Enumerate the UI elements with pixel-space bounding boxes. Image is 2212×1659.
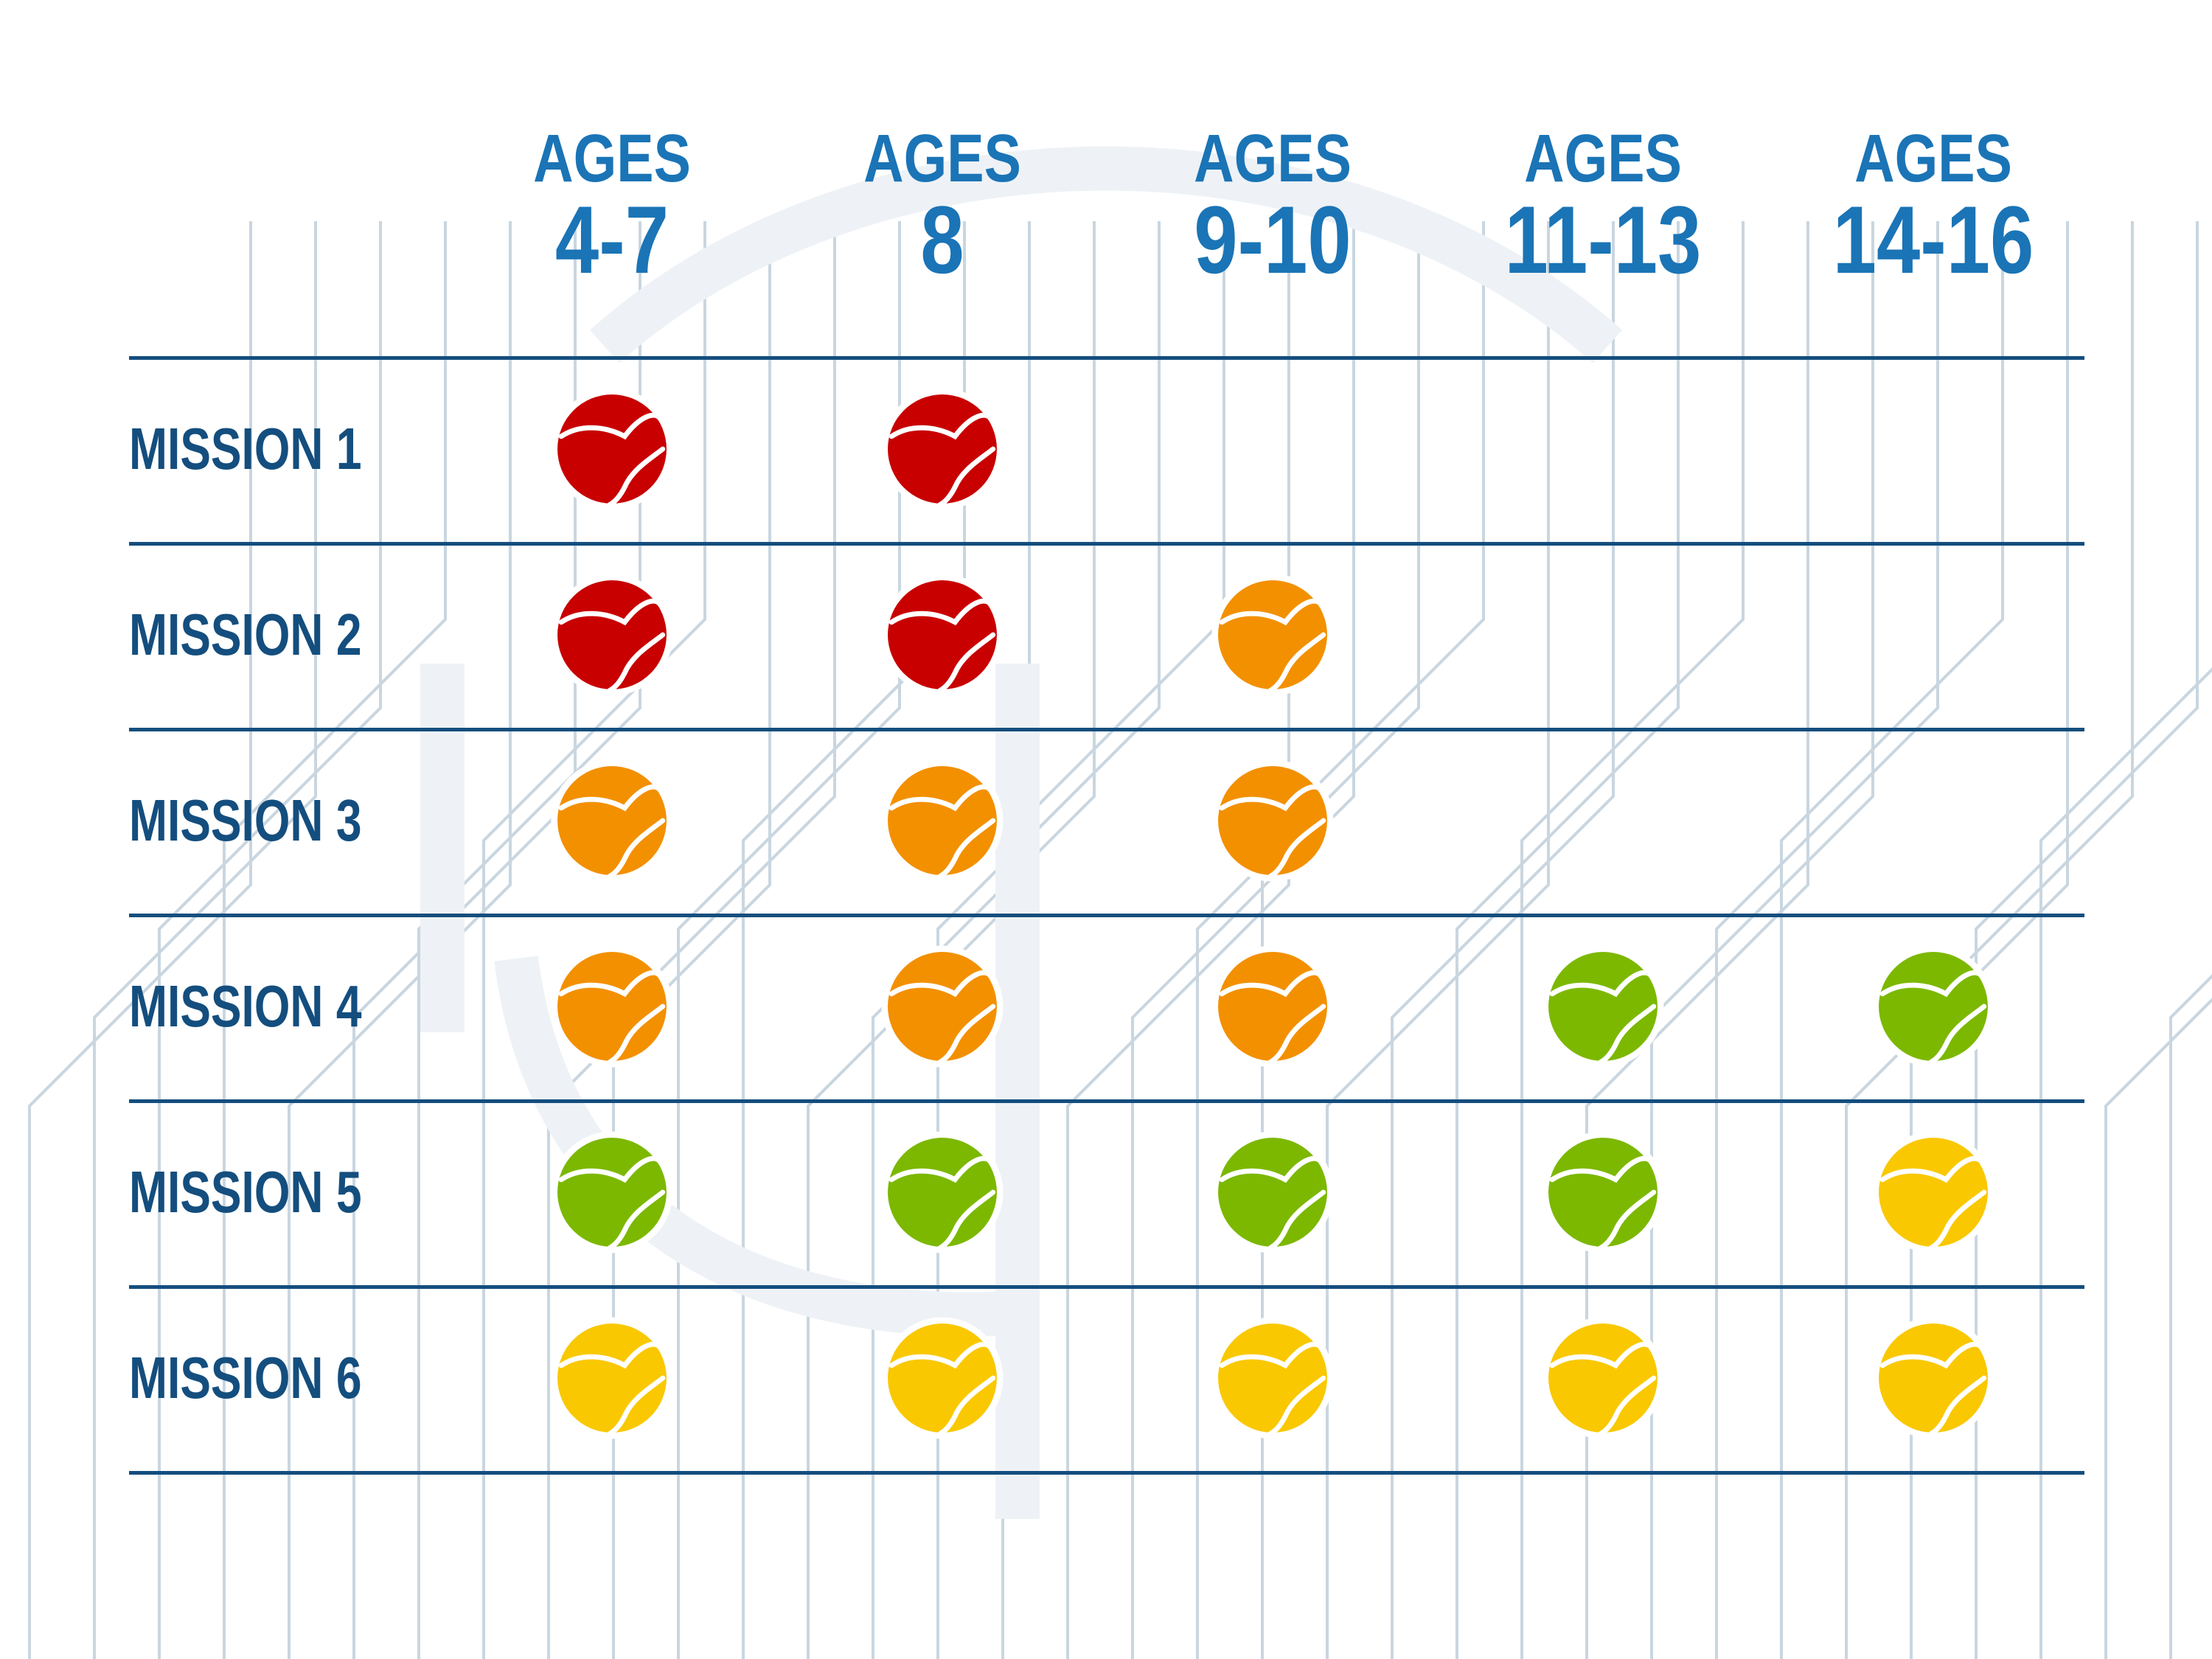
column-header: AGES 9-10 bbox=[1125, 121, 1420, 293]
row-label: MISSION 3 bbox=[129, 787, 362, 853]
pattern-line bbox=[158, 221, 382, 1659]
column-header-ages: AGES bbox=[1854, 121, 2012, 196]
orange-tennis-ball-icon bbox=[1209, 571, 1336, 698]
red-tennis-ball-icon bbox=[549, 386, 675, 512]
row-label: MISSION 2 bbox=[129, 602, 362, 667]
yellow-tennis-ball-icon bbox=[1209, 1315, 1336, 1441]
orange-tennis-ball-icon bbox=[1209, 757, 1336, 884]
green-tennis-ball-icon bbox=[879, 1129, 1006, 1256]
column-header: AGES 11-13 bbox=[1455, 121, 1750, 293]
yellow-tennis-ball-icon bbox=[1870, 1129, 1997, 1256]
column-header-range: 4-7 bbox=[554, 186, 669, 293]
column-header-ages: AGES bbox=[1524, 121, 1682, 196]
pattern-line bbox=[1261, 221, 1485, 1659]
row-label: MISSION 6 bbox=[129, 1345, 362, 1411]
pattern-line bbox=[1520, 221, 1745, 1659]
orange-tennis-ball-icon bbox=[1209, 943, 1336, 1070]
pattern-line bbox=[1391, 221, 1615, 1659]
column-header: AGES 14-16 bbox=[1786, 121, 2081, 293]
pattern-line bbox=[1650, 221, 1874, 1659]
red-tennis-ball-icon bbox=[549, 571, 675, 698]
red-tennis-ball-icon bbox=[879, 386, 1006, 512]
row-label: MISSION 1 bbox=[129, 416, 362, 481]
pattern-line bbox=[677, 221, 901, 1659]
row-divider bbox=[129, 728, 2084, 731]
row-divider bbox=[129, 542, 2084, 546]
yellow-tennis-ball-icon bbox=[879, 1315, 1006, 1441]
column-header-range: 9-10 bbox=[1194, 186, 1352, 293]
green-tennis-ball-icon bbox=[1540, 1129, 1666, 1256]
pattern-line bbox=[1910, 221, 2134, 1659]
row-divider bbox=[129, 914, 2084, 917]
row-divider bbox=[129, 356, 2084, 360]
pattern-line bbox=[1845, 221, 2069, 1659]
orange-tennis-ball-icon bbox=[879, 757, 1006, 884]
column-header-ages: AGES bbox=[533, 121, 691, 196]
pattern-line bbox=[872, 221, 1096, 1659]
column-header-ages: AGES bbox=[863, 121, 1021, 196]
column-header-range: 11-13 bbox=[1504, 186, 1702, 293]
row-divider bbox=[129, 1471, 2084, 1475]
column-header-ages: AGES bbox=[1194, 121, 1352, 196]
pattern-line bbox=[2039, 667, 2212, 1659]
pattern-line bbox=[1715, 221, 1939, 1659]
orange-tennis-ball-icon bbox=[879, 943, 1006, 1070]
yellow-tennis-ball-icon bbox=[1540, 1315, 1666, 1441]
pattern-line bbox=[1131, 221, 1355, 1659]
pattern-line bbox=[1066, 221, 1290, 1659]
green-tennis-ball-icon bbox=[1209, 1129, 1336, 1256]
column-header: AGES 4-7 bbox=[465, 121, 759, 293]
yellow-tennis-ball-icon bbox=[549, 1315, 675, 1441]
row-divider bbox=[129, 1285, 2084, 1289]
orange-tennis-ball-icon bbox=[549, 757, 675, 884]
pattern-line bbox=[1975, 221, 2199, 1659]
yellow-tennis-ball-icon bbox=[1870, 1315, 1997, 1441]
red-tennis-ball-icon bbox=[879, 571, 1006, 698]
pattern-line bbox=[93, 221, 317, 1659]
pattern-line bbox=[1326, 221, 1550, 1659]
row-label: MISSION 5 bbox=[129, 1159, 362, 1225]
column-header: AGES 8 bbox=[795, 121, 1090, 293]
pattern-line bbox=[2104, 998, 2212, 1659]
pattern-line bbox=[1455, 221, 1680, 1659]
row-divider bbox=[129, 1099, 2084, 1103]
pattern-line bbox=[1196, 221, 1420, 1659]
pattern-line bbox=[2169, 974, 2212, 1659]
pattern-line bbox=[28, 221, 252, 1659]
green-tennis-ball-icon bbox=[549, 1129, 675, 1256]
row-label: MISSION 4 bbox=[129, 973, 362, 1039]
column-header-range: 8 bbox=[920, 186, 964, 293]
pattern-line bbox=[1585, 221, 1809, 1659]
pattern-line bbox=[288, 221, 512, 1659]
orange-tennis-ball-icon bbox=[549, 943, 675, 1070]
column-header-range: 14-16 bbox=[1832, 186, 2034, 293]
pattern-line bbox=[1780, 221, 2004, 1659]
green-tennis-ball-icon bbox=[1870, 943, 1997, 1070]
green-tennis-ball-icon bbox=[1540, 943, 1666, 1070]
